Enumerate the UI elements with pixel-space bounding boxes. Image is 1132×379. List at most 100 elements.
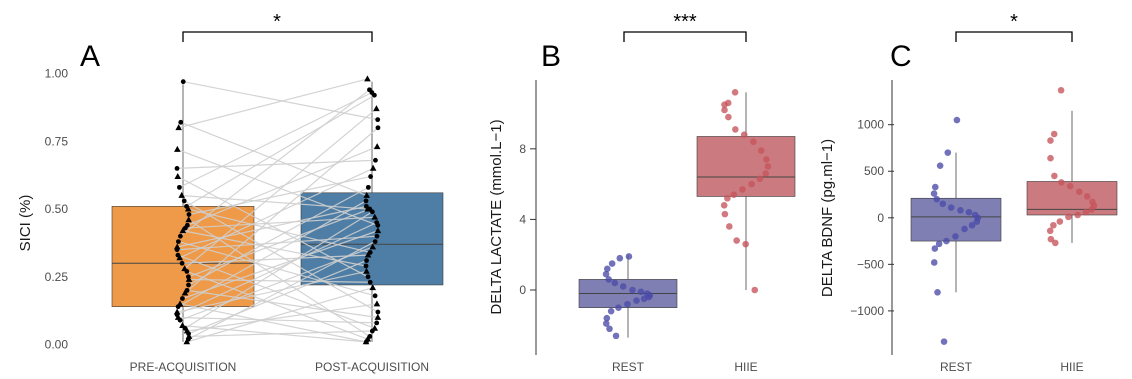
pre-point (180, 296, 185, 301)
post-point (374, 320, 380, 326)
significance-bracket-a: * (182, 11, 373, 42)
data-point-c (1083, 193, 1091, 200)
y-tick-label-b: 8 (519, 142, 526, 156)
x-tick-label-c: REST (940, 360, 973, 374)
data-point-b (611, 279, 619, 287)
data-point-b (763, 156, 770, 163)
paired-line (188, 208, 371, 254)
data-point-c (1056, 218, 1064, 225)
data-point-b (756, 175, 764, 183)
post-point (363, 191, 371, 198)
data-point-c (1052, 239, 1059, 247)
significance-label-c: * (1010, 11, 1018, 33)
pre-point (177, 233, 183, 239)
points-a (173, 75, 382, 345)
post-point (365, 184, 371, 190)
paired-line (188, 186, 369, 286)
post-point (364, 258, 369, 263)
y-tick-label-a: 0.50 (45, 202, 69, 216)
data-point-c (930, 190, 938, 197)
panel-c-label: C (890, 40, 912, 73)
panel-b-label: B (541, 40, 561, 73)
box-b (696, 136, 796, 197)
data-point-c (930, 259, 938, 266)
data-point-b (605, 276, 613, 283)
y-axis-title-c: DELTA BDNF (pg.ml−1) (819, 139, 836, 297)
pre-point (178, 191, 185, 198)
paired-line (182, 230, 367, 267)
post-point (369, 328, 375, 334)
data-point-b (764, 163, 772, 170)
data-point-b (733, 237, 740, 244)
post-point (367, 279, 373, 285)
pre-point (175, 124, 182, 131)
data-point-c (1050, 130, 1058, 138)
panel-a-label: A (80, 40, 100, 73)
post-point (375, 125, 381, 131)
pre-point (184, 269, 190, 274)
x-tick-label-c: HIIE (1060, 360, 1083, 374)
paired-line (182, 230, 379, 300)
post-point (372, 293, 378, 299)
y-tick-label-c: −500 (857, 257, 884, 271)
data-point-c (931, 183, 939, 191)
y-tick-label-c: 500 (864, 164, 884, 178)
data-point-c (940, 338, 948, 345)
y-tick-label-b: 0 (519, 283, 526, 297)
data-point-c (973, 218, 981, 225)
post-point (373, 105, 380, 112)
points-b (602, 89, 772, 340)
pre-point (174, 172, 182, 179)
data-point-b (633, 297, 640, 304)
x-tick-label-a: PRE-ACQUISITION (130, 360, 237, 374)
pre-point (182, 225, 188, 231)
x-ticks-a: PRE-ACQUISITION POST-ACQUISITION (130, 360, 429, 374)
data-point-b (762, 170, 769, 177)
y-tick-label-b: 4 (519, 212, 526, 226)
post-point (363, 198, 369, 204)
data-point-c (934, 288, 941, 296)
pre-point (174, 247, 180, 253)
data-point-c (1066, 182, 1074, 190)
paired-line (187, 303, 378, 332)
post-point (371, 213, 379, 220)
data-point-c (1074, 211, 1081, 219)
paired-line (183, 81, 378, 121)
paired-line (182, 254, 369, 264)
y-ticks-c: −1000 −500 0 500 1000 (850, 118, 894, 318)
data-point-b (724, 194, 731, 202)
post-point (362, 338, 370, 345)
significance-bracket-c: * (955, 11, 1073, 42)
post-point (374, 313, 382, 320)
paired-line (188, 278, 371, 283)
pre-point (178, 119, 184, 125)
y-tick-label-c: 1000 (857, 118, 884, 132)
data-point-b (607, 307, 615, 315)
post-point (375, 222, 381, 228)
data-point-c (965, 208, 973, 216)
y-tick-label-a: 0.25 (45, 270, 69, 284)
data-point-b (757, 147, 765, 154)
post-point (364, 75, 371, 82)
pre-point (177, 184, 182, 190)
data-point-c (1065, 213, 1072, 221)
paired-line (177, 205, 367, 248)
post-point (364, 251, 372, 258)
paired-line (188, 260, 367, 335)
pre-point (173, 308, 181, 315)
post-point (369, 164, 377, 171)
paired-line (184, 108, 377, 270)
y-ticks-a: 0.00 0.25 0.50 0.75 1.00 (45, 67, 69, 352)
data-point-b (721, 210, 729, 218)
post-point (375, 117, 381, 123)
data-point-b (742, 240, 749, 248)
data-point-c (1082, 208, 1090, 216)
paired-line (177, 270, 367, 313)
data-point-c (1058, 179, 1065, 186)
paired-line (179, 91, 373, 188)
pre-point (181, 198, 187, 204)
data-point-c (931, 245, 939, 252)
significance-label-a: * (273, 11, 281, 33)
pre-point (186, 282, 191, 288)
panel-c: C * DELTA BDNF (pg.ml−1) −1000 −500 0 500 10… (819, 11, 1118, 374)
